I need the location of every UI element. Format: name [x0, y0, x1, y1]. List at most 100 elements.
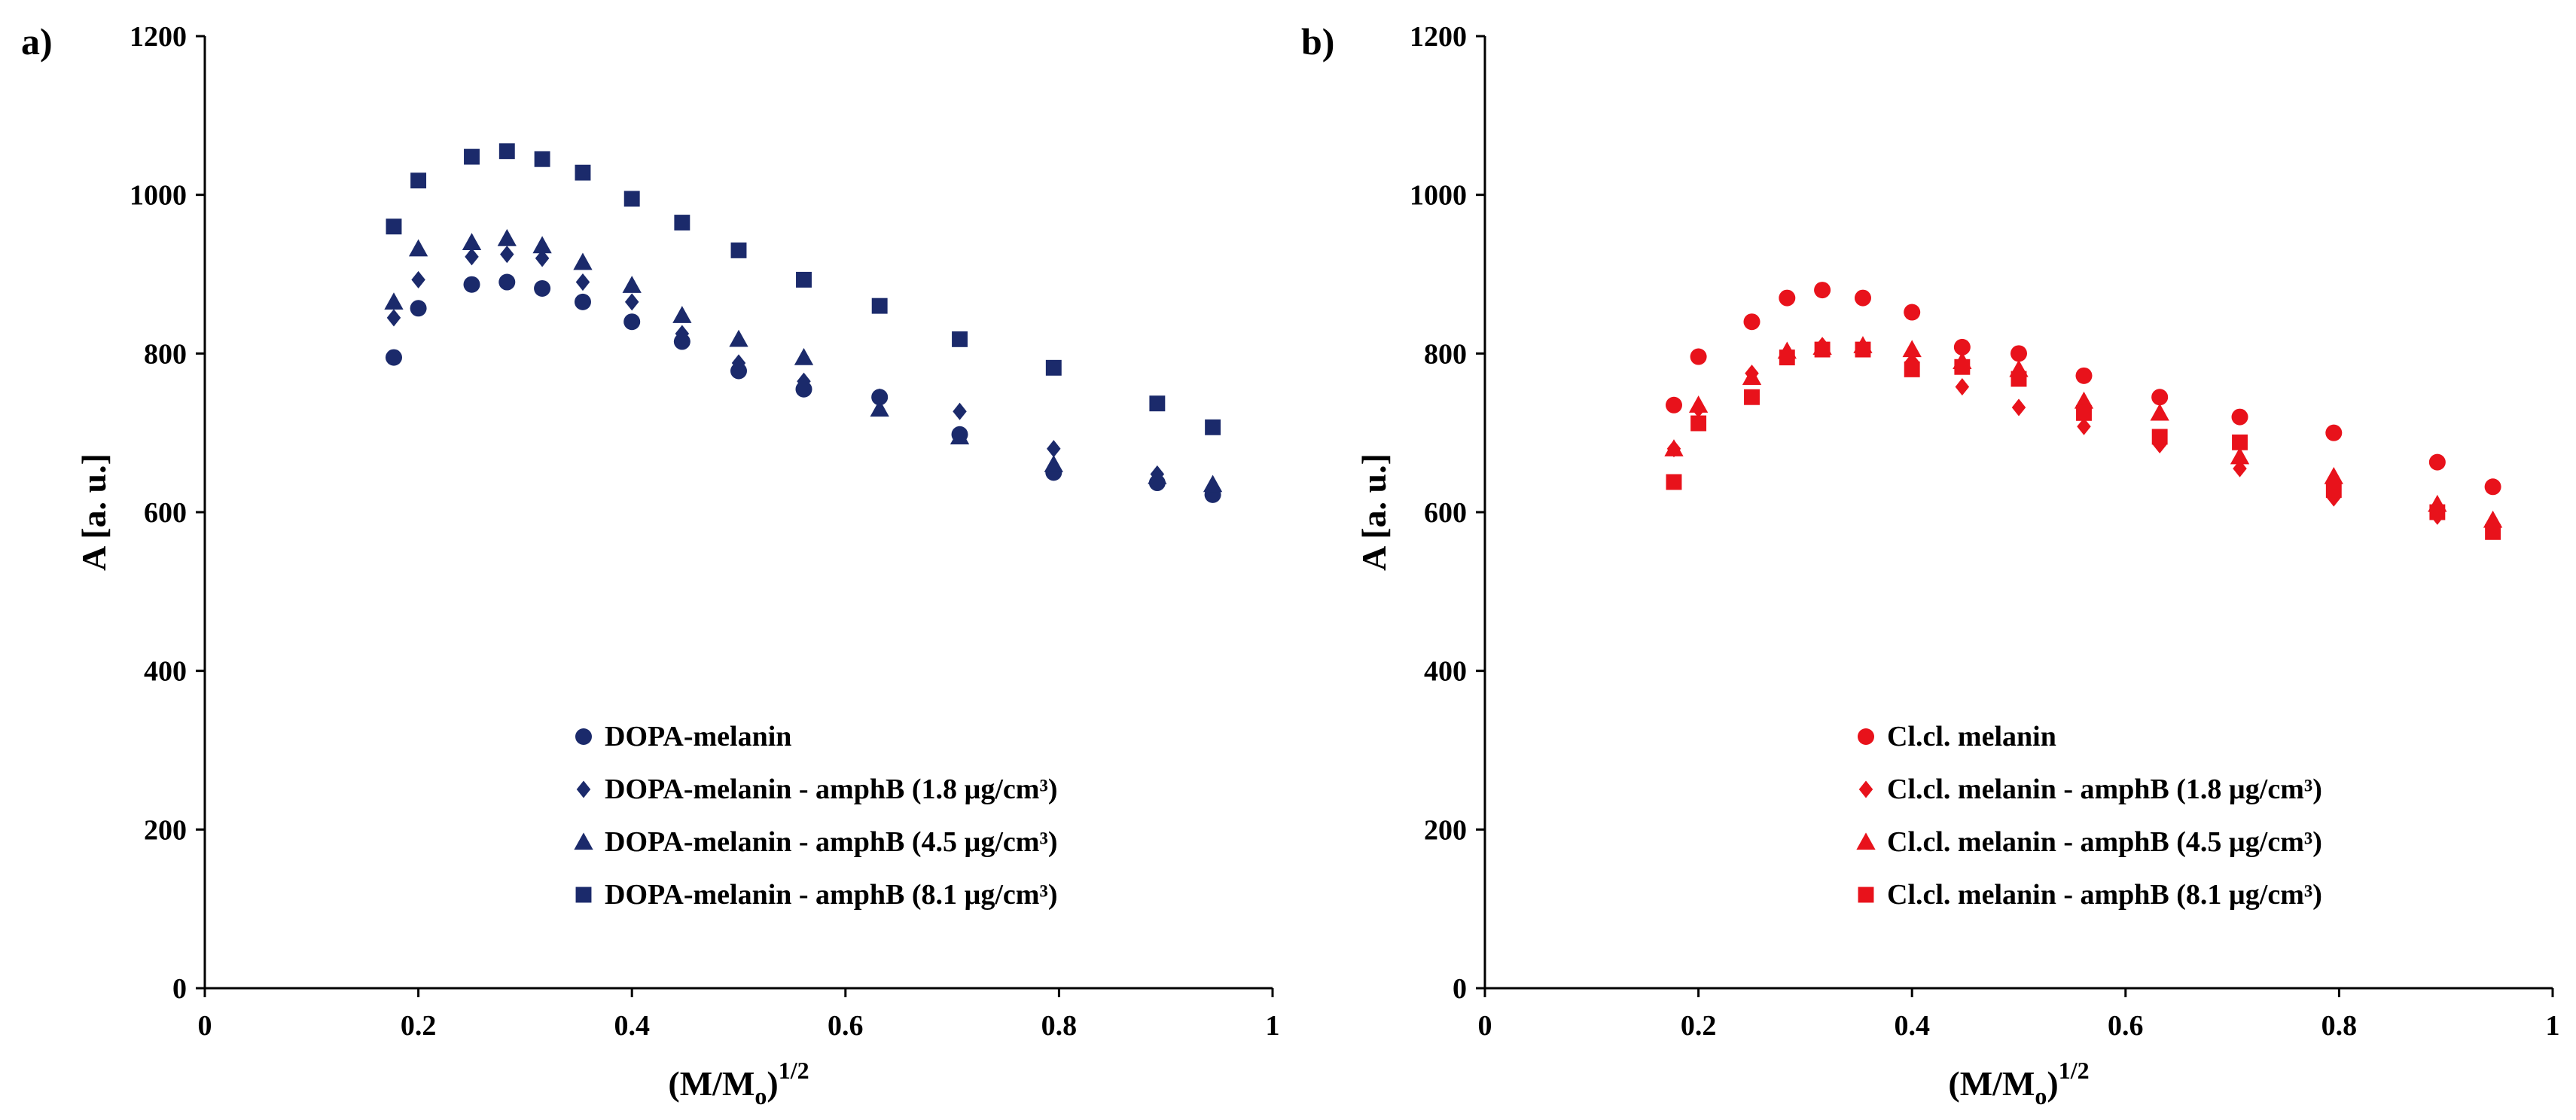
- y-tick-label: 600: [1424, 497, 1467, 529]
- data-point-square: [1045, 359, 1062, 376]
- x-tick-label: 0.6: [2108, 1010, 2144, 1042]
- x-tick-label: 0.8: [2321, 1010, 2358, 1042]
- data-point-triangle: [1664, 439, 1684, 456]
- data-point-circle: [2075, 367, 2093, 384]
- legend: Cl.cl. melanin Cl.cl. melanin - amphB (1.…: [1856, 721, 2322, 911]
- x-axis-title-subscript: o: [2035, 1082, 2047, 1109]
- data-point-triangle: [1148, 466, 1167, 484]
- legend-marker-square: [1858, 887, 1874, 903]
- legend-label: Cl.cl. melanin: [1887, 721, 2056, 752]
- data-point-square: [534, 151, 550, 167]
- data-point-triangle: [1742, 368, 1762, 386]
- data-point-square: [2076, 404, 2092, 421]
- data-point-diamond: [465, 248, 479, 266]
- panel-a: 0 200 400 600 800 1000 1200 0 0.2 0.4 0.6 0.8 1 a) A […: [21, 20, 1280, 1109]
- data-point-square: [1904, 361, 1920, 377]
- data-point-triangle: [2230, 447, 2250, 465]
- data-point-circle: [2325, 424, 2343, 441]
- data-point-triangle: [2150, 403, 2169, 421]
- data-point-triangle: [950, 427, 970, 445]
- data-point-triangle: [573, 252, 593, 270]
- legend-label: Cl.cl. melanin - amphB (1.8 µg/cm³): [1887, 774, 2322, 805]
- y-tick-label: 1000: [1410, 180, 1467, 212]
- data-point-square: [1205, 419, 1221, 435]
- x-axis-title-paren: ): [2047, 1064, 2058, 1103]
- data-point-square: [2151, 429, 2168, 445]
- data-point-triangle: [384, 292, 404, 310]
- data-point-triangle: [532, 236, 552, 254]
- x-axis-title-superscript: 1/2: [2059, 1057, 2090, 1084]
- data-point-triangle: [870, 399, 889, 417]
- series-circle: [1665, 282, 2501, 496]
- legend-label: Cl.cl. melanin - amphB (4.5 µg/cm³): [1887, 826, 2322, 858]
- data-point-circle: [2231, 408, 2248, 426]
- y-tick-label: 400: [1424, 656, 1467, 688]
- data-point-circle: [574, 293, 591, 310]
- y-tick-label: 800: [1424, 338, 1467, 370]
- data-point-square: [1855, 341, 1871, 358]
- data-point-square: [952, 331, 968, 347]
- y-axis-title: A [a. u.]: [75, 453, 113, 571]
- data-point-circle: [1953, 338, 1971, 356]
- legend-label: DOPA-melanin: [605, 721, 791, 752]
- legend: DOPA-melanin DOPA-melanin - amphB (1.8 µg…: [574, 721, 1058, 911]
- legend-marker-triangle: [1856, 832, 1876, 850]
- legend-marker-circle: [575, 728, 592, 745]
- legend-marker-square: [575, 887, 592, 903]
- data-point-diamond: [675, 325, 690, 343]
- x-axis-title-subscript: o: [755, 1082, 767, 1109]
- data-point-square: [464, 148, 480, 165]
- data-point-square: [1779, 349, 1795, 366]
- data-point-triangle: [672, 306, 692, 323]
- data-point-circle: [410, 300, 427, 317]
- data-point-circle: [1743, 313, 1761, 331]
- data-point-triangle: [1902, 340, 1922, 358]
- legend-marker-diamond: [576, 780, 591, 798]
- data-point-circle: [1904, 304, 1921, 321]
- series-diamond: [386, 246, 1220, 502]
- data-point-diamond: [500, 246, 514, 264]
- data-point-square: [796, 271, 812, 288]
- panel-label: a): [21, 20, 53, 63]
- y-tick-label: 800: [144, 338, 187, 370]
- data-point-circle: [534, 279, 551, 297]
- x-tick-label: 0: [1478, 1010, 1492, 1042]
- x-tick-label: 0.2: [401, 1010, 437, 1042]
- data-point-square: [1814, 341, 1831, 358]
- data-point-triangle: [1203, 475, 1223, 493]
- panel-b: 0 200 400 600 800 1000 1200 0 0.2 0.4 0.6 0.8 1 b) A […: [1301, 20, 2560, 1109]
- legend-marker-circle: [1858, 728, 1874, 745]
- x-tick-label: 1: [2546, 1010, 2560, 1042]
- data-point-diamond: [575, 273, 590, 291]
- x-tick-label: 0: [198, 1010, 212, 1042]
- data-point-square: [2485, 523, 2501, 540]
- data-point-circle: [1779, 289, 1796, 307]
- data-point-square: [730, 242, 747, 258]
- data-point-square: [2010, 371, 2027, 387]
- data-point-circle: [385, 349, 402, 366]
- x-axis-title: (M/Mo)1/2: [668, 1057, 809, 1109]
- data-point-square: [871, 298, 888, 314]
- data-point-square: [1666, 474, 1682, 490]
- data-point-square: [1690, 415, 1707, 432]
- data-point-circle: [1690, 348, 1707, 365]
- data-point-square: [1954, 359, 1971, 375]
- x-tick-label: 0.4: [1894, 1010, 1930, 1042]
- data-point-diamond: [953, 402, 967, 420]
- data-point-circle: [2484, 478, 2501, 496]
- data-point-square: [410, 172, 427, 189]
- data-point-diamond: [797, 372, 811, 390]
- legend-marker-diamond: [1858, 780, 1873, 798]
- data-point-circle: [463, 276, 480, 293]
- y-tick-label: 1000: [130, 180, 187, 212]
- data-point-circle: [1665, 396, 1682, 414]
- y-tick-label: 600: [144, 497, 187, 529]
- x-axis-title: (M/Mo)1/2: [1948, 1057, 2089, 1109]
- legend-label: DOPA-melanin - amphB (4.5 µg/cm³): [605, 826, 1058, 858]
- data-point-triangle: [1044, 455, 1063, 472]
- data-point-circle: [1814, 282, 1831, 299]
- data-point-diamond: [1955, 378, 1970, 396]
- data-point-triangle: [497, 228, 517, 246]
- x-tick-label: 0.8: [1041, 1010, 1078, 1042]
